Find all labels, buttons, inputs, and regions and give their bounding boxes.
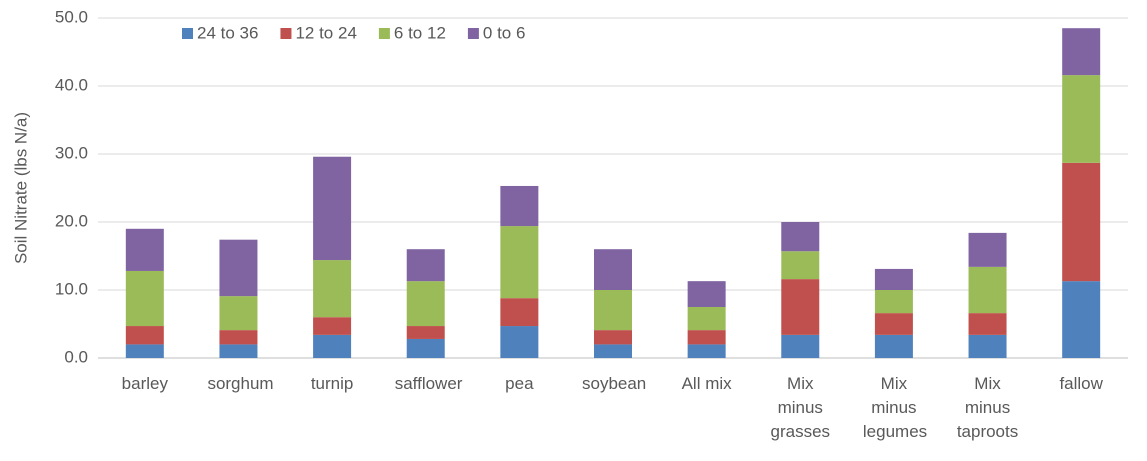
x-tick-text: safflower <box>394 374 463 393</box>
bar-segment <box>687 281 726 307</box>
x-tick-label: Mix minus grasses <box>753 372 847 444</box>
bar-segment <box>406 249 445 282</box>
bar-segment <box>219 344 258 358</box>
bar-segment <box>594 330 632 345</box>
bar-segment <box>500 226 539 299</box>
bar-segment <box>781 334 820 358</box>
x-tick-text: sorghum <box>207 374 274 393</box>
legend-swatch <box>378 28 390 39</box>
x-tick-text: barley <box>121 374 168 393</box>
x-tick-text: turnip <box>310 374 354 393</box>
bar-segment <box>968 334 1007 358</box>
legend-swatch <box>182 28 193 39</box>
bar-segment <box>687 307 726 331</box>
x-tick-text: All mix <box>681 374 732 393</box>
bar-segment <box>500 185 539 227</box>
x-tick-label: Mix minus legumes <box>847 372 941 444</box>
bar-segment <box>1062 75 1101 163</box>
bar-segment <box>219 296 258 331</box>
bar-segment <box>781 279 820 335</box>
y-tick-label: 40.0 <box>55 75 88 94</box>
x-tick-text: Mix minus taproots <box>956 374 1019 441</box>
bar-segment <box>1062 162 1101 282</box>
bar-segment <box>125 270 164 327</box>
legend-label: 24 to 36 <box>197 23 258 42</box>
bar-segment <box>406 326 445 339</box>
x-tick-text: pea <box>505 374 534 393</box>
x-tick-text: Mix minus legumes <box>862 374 928 441</box>
bar-segment <box>406 338 445 358</box>
bar-segment <box>219 239 258 297</box>
legend-label: 6 to 12 <box>394 23 446 42</box>
x-tick-label: safflower <box>379 372 473 396</box>
bar-segment <box>874 334 913 358</box>
bar-segment <box>1062 28 1101 76</box>
bar-segment <box>594 290 632 331</box>
y-tick-label: 0.0 <box>64 347 88 366</box>
legend-label: 12 to 24 <box>295 23 356 42</box>
x-tick-label: soybean <box>566 372 660 396</box>
x-tick-label: Mix minus taproots <box>941 372 1035 444</box>
bar-segment <box>313 334 352 358</box>
x-tick-label: turnip <box>285 372 379 396</box>
bar-segment <box>687 344 726 358</box>
bar-segment <box>500 298 539 327</box>
bar-segment <box>219 330 258 345</box>
bar-segment <box>313 317 352 335</box>
bar-segment <box>874 290 913 314</box>
bar-segment <box>313 260 352 318</box>
x-tick-label: pea <box>473 372 567 396</box>
bar-segment <box>1062 281 1101 358</box>
x-tick-text: soybean <box>581 374 647 393</box>
x-tick-label: sorghum <box>192 372 286 396</box>
bar-segment <box>406 281 445 327</box>
bar-segment <box>781 251 820 280</box>
x-tick-text: fallow <box>1059 374 1103 393</box>
y-tick-label: 50.0 <box>55 7 88 26</box>
bar-segment <box>313 156 352 261</box>
y-tick-label: 20.0 <box>55 211 88 230</box>
y-tick-label: 30.0 <box>55 143 88 162</box>
bar-segment <box>874 313 913 335</box>
legend-label: 0 to 6 <box>483 23 526 42</box>
bar-segment <box>968 313 1007 335</box>
y-tick-label: 10.0 <box>55 279 88 298</box>
x-tick-text: Mix minus grasses <box>770 374 831 441</box>
x-tick-label: All mix <box>660 372 754 396</box>
bar-segment <box>874 268 913 290</box>
y-axis-title: Soil Nitrate (lbs N/a) <box>11 112 30 264</box>
bar-segment <box>968 232 1007 267</box>
bar-segment <box>125 326 164 345</box>
bar-segment <box>594 249 632 290</box>
bar-segment <box>687 330 726 345</box>
legend-swatch <box>467 28 479 39</box>
bar-segment <box>968 266 1007 314</box>
legend-swatch <box>280 28 292 39</box>
bar-segment <box>125 344 164 358</box>
x-tick-label: fallow <box>1034 372 1128 396</box>
bar-segment <box>594 344 632 358</box>
x-tick-label: barley <box>98 372 192 396</box>
bar-segment <box>781 222 820 252</box>
bar-segment <box>125 228 164 271</box>
bar-segment <box>500 326 539 358</box>
